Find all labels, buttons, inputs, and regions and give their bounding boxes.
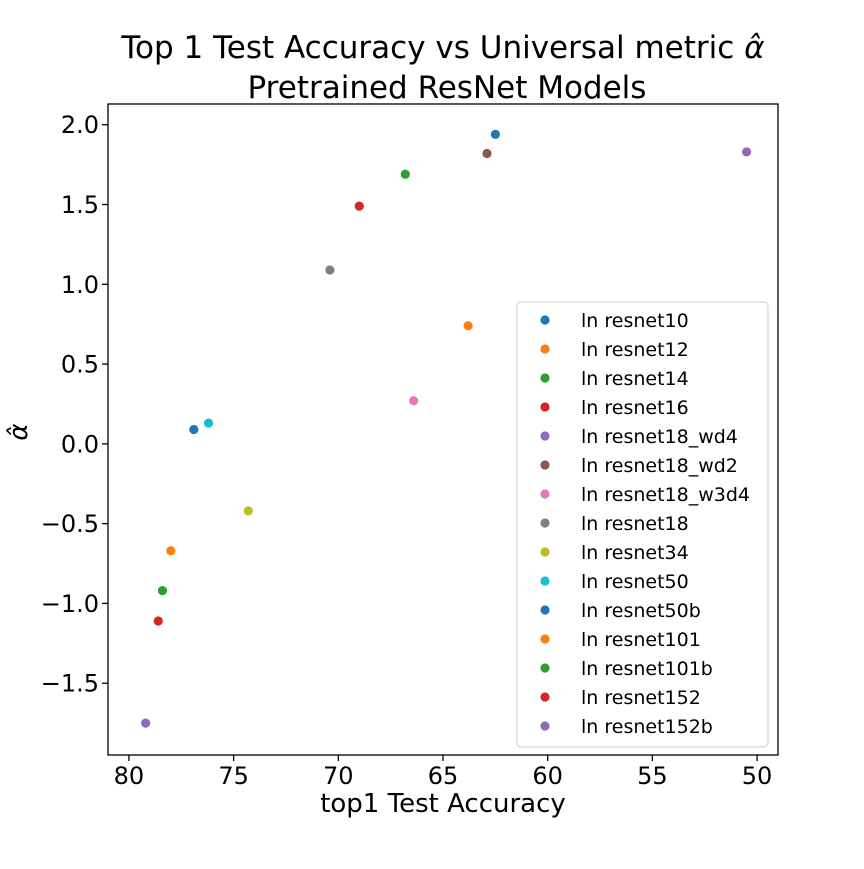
x-axis: 80 75 70 65 60 55 50 <box>114 755 773 790</box>
legend-marker <box>540 721 550 731</box>
y-axis: 2.0 1.5 1.0 0.5 0.0 −0.5 −1.0 −1.5 <box>41 111 108 698</box>
y-tick-label: −0.5 <box>41 510 99 538</box>
x-tick-label: 70 <box>323 762 354 790</box>
y-tick-label: 2.0 <box>61 111 99 139</box>
y-tick-label: 1.0 <box>61 271 99 299</box>
data-point <box>243 506 253 516</box>
x-tick-label: 80 <box>114 762 145 790</box>
x-tick-label: 75 <box>218 762 249 790</box>
legend-label: ln resnet101b <box>581 658 713 680</box>
legend-label: ln resnet10 <box>581 310 689 332</box>
legend-marker <box>540 634 550 644</box>
chart-title-symbol: α̂ <box>744 30 764 66</box>
legend-marker <box>540 518 550 528</box>
legend-marker <box>540 402 550 412</box>
data-point <box>741 147 752 157</box>
x-tick-label: 60 <box>532 762 563 790</box>
data-point <box>157 586 168 596</box>
data-point <box>189 424 199 435</box>
legend-label: ln resnet18_wd2 <box>581 455 738 477</box>
data-point <box>354 201 364 211</box>
legend-label: ln resnet18 <box>581 513 689 535</box>
legend-marker <box>540 692 550 702</box>
y-tick-label: 1.5 <box>61 191 99 219</box>
legend-label: ln resnet50 <box>581 571 689 593</box>
data-point <box>203 418 214 428</box>
y-tick-label: 0.0 <box>61 430 99 458</box>
legend-frame <box>516 301 769 748</box>
legend-label: ln resnet152 <box>581 687 701 709</box>
data-point <box>490 129 500 139</box>
x-tick-label: 65 <box>428 762 459 790</box>
x-tick-label: 50 <box>742 762 773 790</box>
data-point <box>325 265 335 275</box>
data-point <box>153 616 163 626</box>
legend-marker <box>540 344 550 354</box>
chart-title-line2: Pretrained ResNet Models <box>248 70 647 106</box>
legend-label: ln resnet18_wd4 <box>581 426 738 448</box>
y-axis-label: α̂ <box>4 423 34 440</box>
legend-marker <box>540 460 550 470</box>
x-tick-label: 55 <box>637 762 668 790</box>
x-axis-label: top1 Test Accuracy <box>320 789 566 819</box>
legend-label: ln resnet50b <box>581 600 701 622</box>
legend-label: ln resnet18_w3d4 <box>581 484 750 506</box>
legend-marker <box>540 431 550 441</box>
data-point <box>463 321 473 331</box>
legend: ln resnet10 ln resnet12 ln resnet14 ln resn… <box>516 301 769 748</box>
legend-label: ln resnet34 <box>581 542 689 564</box>
legend-marker <box>540 605 550 615</box>
data-point <box>141 718 151 728</box>
legend-label: ln resnet152b <box>581 716 713 738</box>
legend-marker <box>540 576 550 586</box>
legend-label: ln resnet12 <box>581 339 689 361</box>
data-point <box>482 148 492 159</box>
y-tick-label: 0.5 <box>61 351 99 379</box>
data-point <box>409 396 419 406</box>
legend-marker <box>540 315 550 325</box>
chart-title-line1: Top 1 Test Accuracy vs Universal metric … <box>120 30 764 66</box>
data-points <box>141 129 752 728</box>
legend-marker <box>540 373 550 383</box>
legend-label: ln resnet16 <box>581 397 689 419</box>
y-tick-label: −1.5 <box>41 670 99 698</box>
legend-label: ln resnet101 <box>581 629 701 651</box>
data-point <box>166 546 176 556</box>
y-tick-label: −1.0 <box>41 590 99 618</box>
data-point <box>400 169 410 179</box>
legend-label: ln resnet14 <box>581 368 689 390</box>
legend-marker <box>540 547 550 557</box>
legend-marker <box>540 489 550 499</box>
legend-marker <box>540 663 550 673</box>
